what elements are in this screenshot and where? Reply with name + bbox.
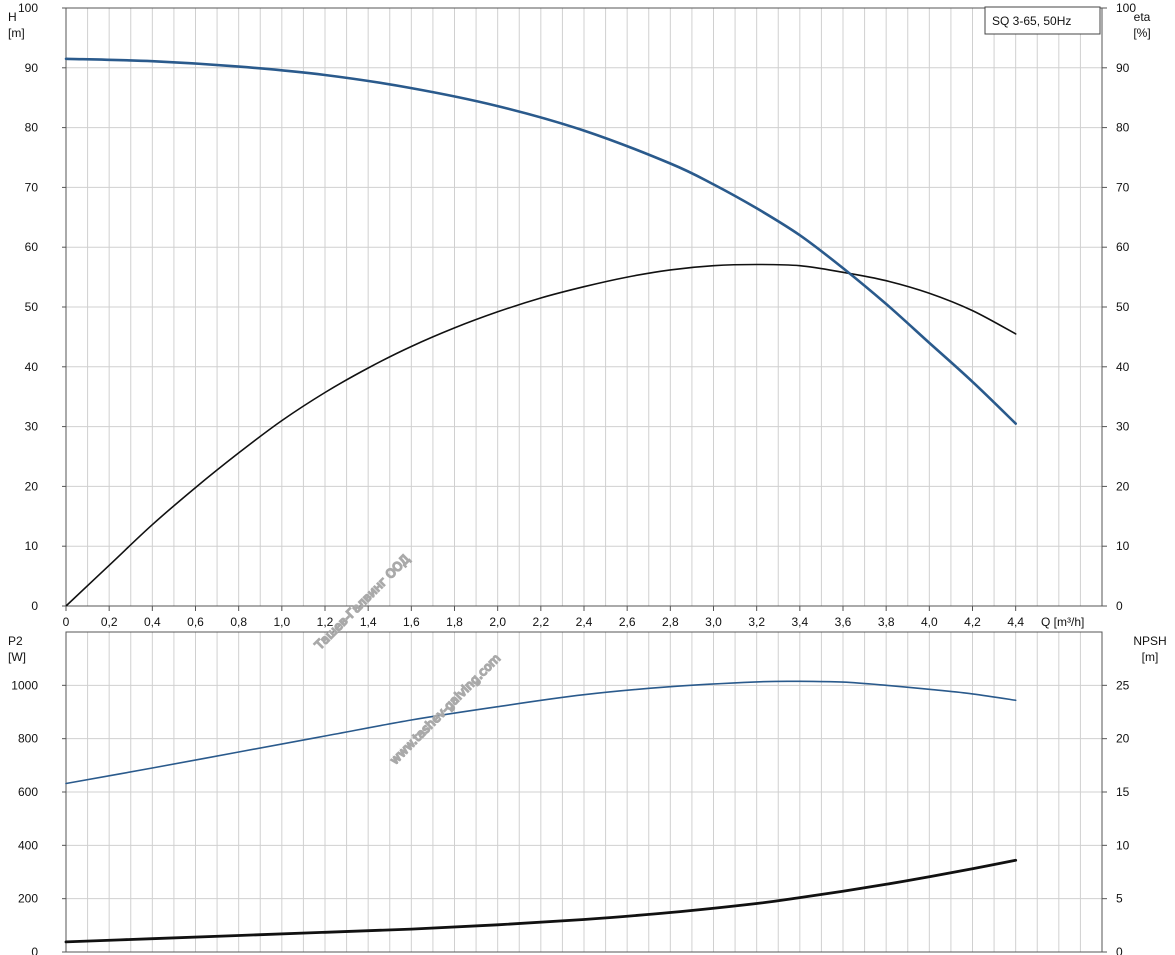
p2-tick-label: 800 — [18, 732, 38, 746]
q-tick-label: 1,6 — [403, 615, 420, 629]
q-tick-label: 3,6 — [835, 615, 852, 629]
h-tick-label: 60 — [25, 240, 39, 254]
eta-tick-label: 80 — [1116, 121, 1130, 135]
h-tick-label: 70 — [25, 180, 39, 194]
npsh-tick-label: 10 — [1116, 838, 1130, 852]
q-tick-label: 0,2 — [101, 615, 118, 629]
q-tick-label: 3,4 — [791, 615, 808, 629]
npsh-axis-unit: [m] — [1142, 650, 1159, 664]
npsh-tick-label: 15 — [1116, 785, 1130, 799]
q-tick-label: 1,2 — [317, 615, 334, 629]
h-axis-name: H — [8, 10, 17, 24]
npsh-tick-label: 0 — [1116, 945, 1123, 955]
q-tick-label: 3,2 — [748, 615, 765, 629]
h-tick-label: 10 — [25, 539, 39, 553]
watermark-line-1: Ташев-Галвинг ООД — [312, 552, 413, 653]
series-npsh-curve — [64, 858, 1018, 944]
q-tick-label: 4,0 — [921, 615, 938, 629]
q-tick-label: 0,4 — [144, 615, 161, 629]
eta-tick-label: 100 — [1116, 1, 1136, 15]
q-tick-label: 0,6 — [187, 615, 204, 629]
q-tick-label: 2,8 — [662, 615, 679, 629]
h-tick-label: 50 — [25, 300, 39, 314]
series-layer — [64, 57, 1018, 944]
eta-tick-label: 60 — [1116, 240, 1130, 254]
q-tick-label: 1,0 — [273, 615, 290, 629]
axes-labels: 0102030405060708090100010203040506070809… — [8, 1, 1167, 955]
q-tick-label: 1,4 — [360, 615, 377, 629]
q-tick-label: 2,2 — [532, 615, 549, 629]
eta-tick-label: 30 — [1116, 420, 1130, 434]
p2-tick-label: 1000 — [11, 678, 38, 692]
eta-tick-label: 10 — [1116, 539, 1130, 553]
npsh-tick-label: 20 — [1116, 732, 1130, 746]
eta-tick-label: 90 — [1116, 61, 1130, 75]
q-tick-label: 2,6 — [619, 615, 636, 629]
eta-tick-label: 20 — [1116, 479, 1130, 493]
p2-tick-label: 600 — [18, 785, 38, 799]
eta-tick-label: 40 — [1116, 360, 1130, 374]
bottom-panel-grid — [65, 631, 1103, 953]
q-tick-label: 1,8 — [446, 615, 463, 629]
eta-axis-unit: [%] — [1133, 26, 1150, 40]
npsh-tick-label: 5 — [1116, 892, 1123, 906]
h-tick-label: 100 — [18, 1, 38, 15]
q-tick-label: 2,4 — [576, 615, 593, 629]
h-tick-label: 30 — [25, 420, 39, 434]
h-tick-label: 0 — [31, 599, 38, 613]
q-tick-label: 0 — [63, 615, 70, 629]
top-panel-grid — [65, 7, 1103, 607]
q-axis-label: Q [m³/h] — [1041, 615, 1084, 629]
q-tick-label: 3,0 — [705, 615, 722, 629]
h-tick-label: 90 — [25, 61, 39, 75]
p2-tick-label: 200 — [18, 892, 38, 906]
q-tick-label: 0,8 — [230, 615, 247, 629]
q-tick-label: 4,2 — [964, 615, 981, 629]
watermark: Ташев-Галвинг ООД www.tashev-galving.com — [311, 551, 504, 768]
series-p2-curve — [65, 680, 1017, 785]
h-tick-label: 80 — [25, 121, 39, 135]
series-eta-curve — [65, 263, 1017, 607]
series-h-curve — [64, 57, 1017, 425]
p2-tick-label: 0 — [31, 945, 38, 955]
q-tick-label: 3,8 — [878, 615, 895, 629]
pump-model-label: SQ 3-65, 50Hz — [992, 14, 1071, 28]
npsh-tick-label: 25 — [1116, 678, 1130, 692]
q-tick-label: 4,4 — [1007, 615, 1024, 629]
p2-tick-label: 400 — [18, 838, 38, 852]
p2-axis-unit: [W] — [8, 650, 26, 664]
pump-model-box — [984, 6, 1101, 35]
eta-tick-label: 50 — [1116, 300, 1130, 314]
h-tick-label: 20 — [25, 479, 39, 493]
q-tick-label: 2,0 — [489, 615, 506, 629]
h-axis-unit: [m] — [8, 26, 25, 40]
eta-tick-label: 0 — [1116, 599, 1123, 613]
npsh-axis-name: NPSH — [1133, 634, 1166, 648]
p2-axis-name: P2 — [8, 634, 23, 648]
h-tick-label: 40 — [25, 360, 39, 374]
eta-tick-label: 70 — [1116, 180, 1130, 194]
eta-axis-name: eta — [1134, 10, 1151, 24]
